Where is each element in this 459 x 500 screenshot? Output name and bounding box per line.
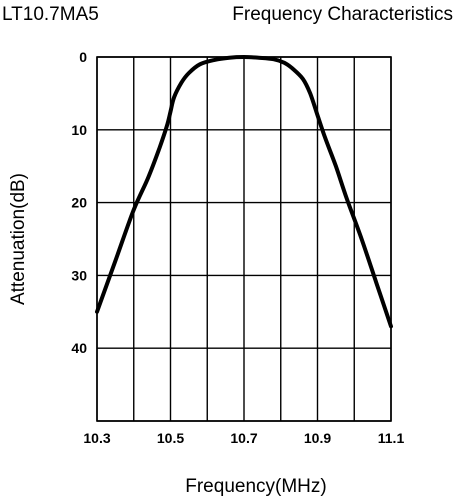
tick-label-layer: 10.3 10.5 10.7 10.9 11.1 0 10 20 30 40 bbox=[71, 49, 404, 446]
chart-title: Frequency Characteristics bbox=[232, 4, 453, 25]
y-axis-title: Attenuation(dB) bbox=[8, 173, 29, 305]
x-tick-label: 10.9 bbox=[304, 430, 331, 446]
plot-frame bbox=[96, 56, 392, 422]
y-tick-label: 30 bbox=[71, 267, 87, 283]
y-tick-label: 0 bbox=[79, 49, 87, 65]
y-tick-label: 40 bbox=[71, 340, 87, 356]
grid-layer bbox=[96, 56, 392, 422]
x-tick-label: 10.7 bbox=[230, 430, 257, 446]
x-axis-title: Frequency(MHz) bbox=[185, 476, 326, 497]
model-name: LT10.7MA5 bbox=[2, 4, 99, 25]
y-tick-label: 10 bbox=[71, 122, 87, 138]
x-tick-label: 10.3 bbox=[83, 430, 110, 446]
x-tick-label: 11.1 bbox=[378, 430, 405, 446]
x-tick-label: 10.5 bbox=[157, 430, 184, 446]
y-tick-label: 20 bbox=[71, 195, 87, 211]
